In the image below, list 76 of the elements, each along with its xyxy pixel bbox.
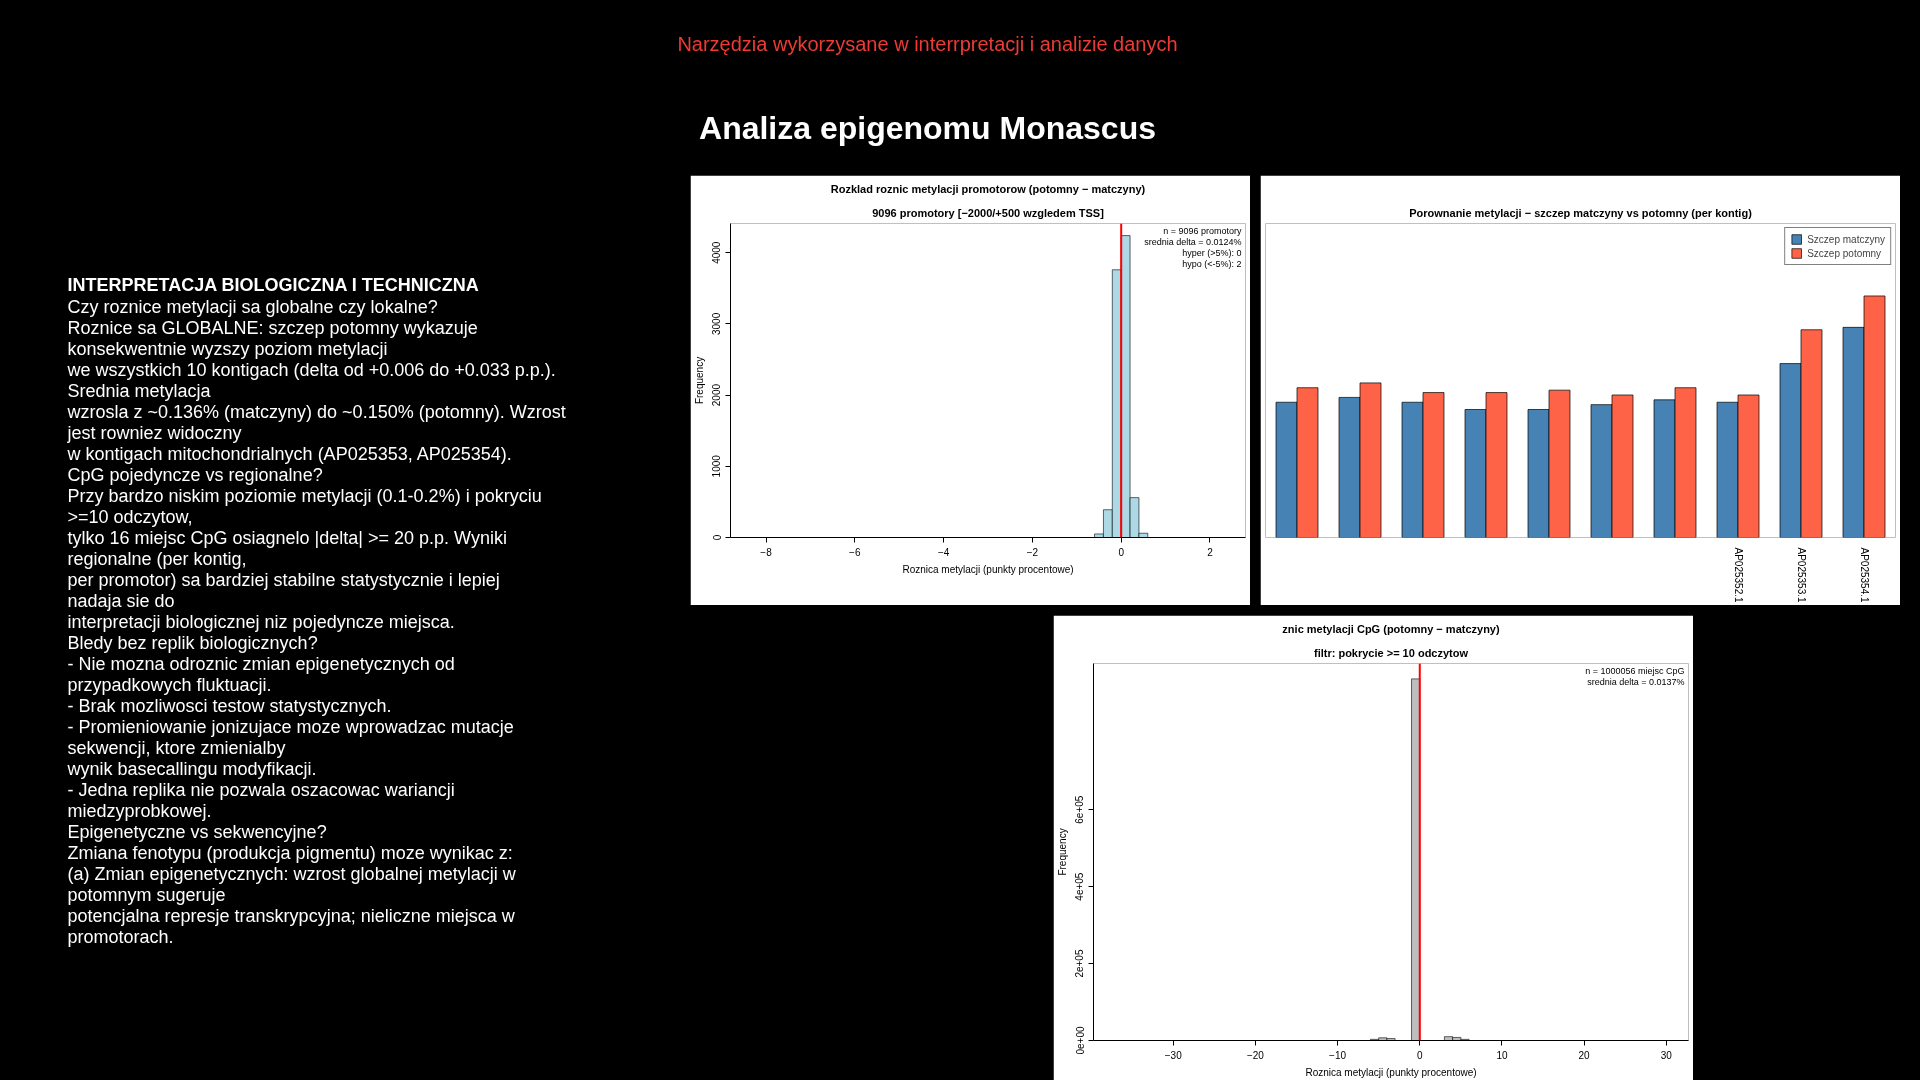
x-tick-label: 2 [1207,546,1214,558]
annotation: hyper (>5%): 0 [1182,247,1242,258]
text: miedzyprobkowej. [67,800,212,821]
y-tick-label: 2000 [711,383,723,407]
text: - Brak mozliwosci testow statystycznych. [67,695,392,716]
x-tick-label: 0 [1416,1049,1423,1061]
text: nadaja sie do [67,590,175,611]
y-tick-label: 2e+05 [1074,949,1086,978]
text: sekwencji, ktore zmienialby [67,737,286,758]
text: Przy bardzo niskim poziomie metylacji (0.1-0.2%) i pokryciu [67,485,542,506]
text: promotorach. [67,926,174,947]
x-tick-label: −6 [849,546,861,558]
text: Epigenetyczne vs sekwencyjne? [67,821,327,842]
text: Srednia metylacja [67,380,212,401]
legend-label: Szczep matczyny [1807,233,1885,245]
chart-title: Rozklad roznic metylacji promotorow (potomny − matczyny) [830,182,1146,195]
text: potencjalna represje transkrypcyjna; nieliczne miejsca w [67,905,516,926]
chart-title: znic metylacji CpG (potomny − matczyny) [1282,622,1500,635]
legend-label: Szczep potomny [1807,247,1882,259]
y-tick-label: 0 [711,534,723,541]
y-axis-title: Frequency [1056,828,1068,876]
x-tick-label: −8 [760,546,773,558]
text: Zmiana fenotypu (produkcja pigmentu) moze wynikac z: [67,842,513,863]
y-tick-label: 3000 [711,312,723,336]
text: Roznice sa GLOBALNE: szczep potomny wykazuje [67,317,478,338]
text: per promotor) sa bardziej stabilne statystycznie i lepiej [67,569,500,590]
x-tick-label: −4 [937,546,950,558]
text: (a) Zmian epigenetycznych: wzrost globalnej metylacji w [67,863,517,884]
y-tick-label: 4000 [711,241,723,264]
chart-title: Porownanie metylacji − szczep matczyny vs potomny (per kontig) [1409,206,1753,219]
text: wynik basecallingu modyfikacji. [66,758,317,779]
annotation: srednia delta = 0.0124% [1144,236,1242,247]
x-tick-label: −2 [1026,546,1039,558]
x-axis-title: Roznica metylacji (punkty procentowe) [1305,1066,1477,1078]
x-tick-label: 30 [1660,1049,1673,1061]
x-axis-title: Roznica metylacji (punkty procentowe) [902,563,1074,575]
text: Narzędzia wykorzysane w interrpretacji i analizie danych [677,32,1178,55]
y-tick-label: 1000 [711,454,723,478]
x-tick-label: AP025354.1 [1858,547,1870,603]
annotation: n = 1000056 miejsc CpG [1585,665,1685,676]
annotation: n = 9096 promotory [1163,225,1242,236]
text: INTERPRETACJA BIOLOGICZNA I TECHNICZNA [67,274,479,295]
x-tick-label: −10 [1329,1049,1347,1061]
x-tick-label: 0 [1118,546,1125,558]
text: - Jedna replika nie pozwala oszacowac wariancji [67,779,455,800]
chart-subtitle: 9096 promotory [−2000/+500 wzgledem TSS] [872,206,1105,219]
x-tick-label: −30 [1164,1049,1183,1061]
text: Analiza epigenomu Monascus [699,109,1156,146]
y-axis-title: Frequency [693,356,705,405]
annotation: srednia delta = 0.0137% [1587,676,1685,687]
chart-subtitle: filtr: pokrycie >= 10 odczytow [1313,646,1469,659]
text: wzrosla z ~0.136% (matczyny) do ~0.150% (potomny). Wzrost [66,401,566,422]
x-tick-label: 20 [1578,1049,1591,1061]
y-tick-label: 6e+05 [1074,795,1086,824]
text: konsekwentnie wyzszy poziom metylacji [67,338,388,359]
text: CpG pojedyncze vs regionalne? [67,464,323,485]
text: w kontigach mitochondrialnych (AP025353, AP025354). [66,443,512,464]
text: >=10 odczytow, [67,506,193,527]
x-tick-label: 10 [1496,1049,1508,1061]
y-tick-label: 0e+00 [1074,1026,1086,1055]
x-tick-label: AP025353.1 [1795,547,1807,603]
text: jest rowniez widoczny [66,422,242,443]
text: interpretacji biologicznej niz pojedyncze miejsca. [67,611,455,632]
text: - Promieniowanie jonizujace moze wprowadzac mutacje [67,716,514,737]
y-tick-label: 4e+05 [1074,872,1086,901]
text: Czy roznice metylacji sa globalne czy lokalne? [67,296,438,317]
annotation: hypo (<-5%): 2 [1182,258,1242,269]
text: tylko 16 miejsc CpG osiagnelo |delta| >= 20 p.p. Wyniki [67,527,507,548]
x-tick-label: AP025352.1 [1732,547,1744,603]
text: - Nie mozna odroznic zmian epigenetycznych od [67,653,455,674]
text: we wszystkich 10 kontigach (delta od +0.006 do +0.033 p.p.). [66,359,556,380]
text: regionalne (per kontig, [67,548,247,569]
x-tick-label: −20 [1246,1049,1265,1061]
text: Bledy bez replik biologicznych? [67,632,318,653]
text: przypadkowych fluktuacji. [67,674,272,695]
text: potomnym sugeruje [67,884,226,905]
